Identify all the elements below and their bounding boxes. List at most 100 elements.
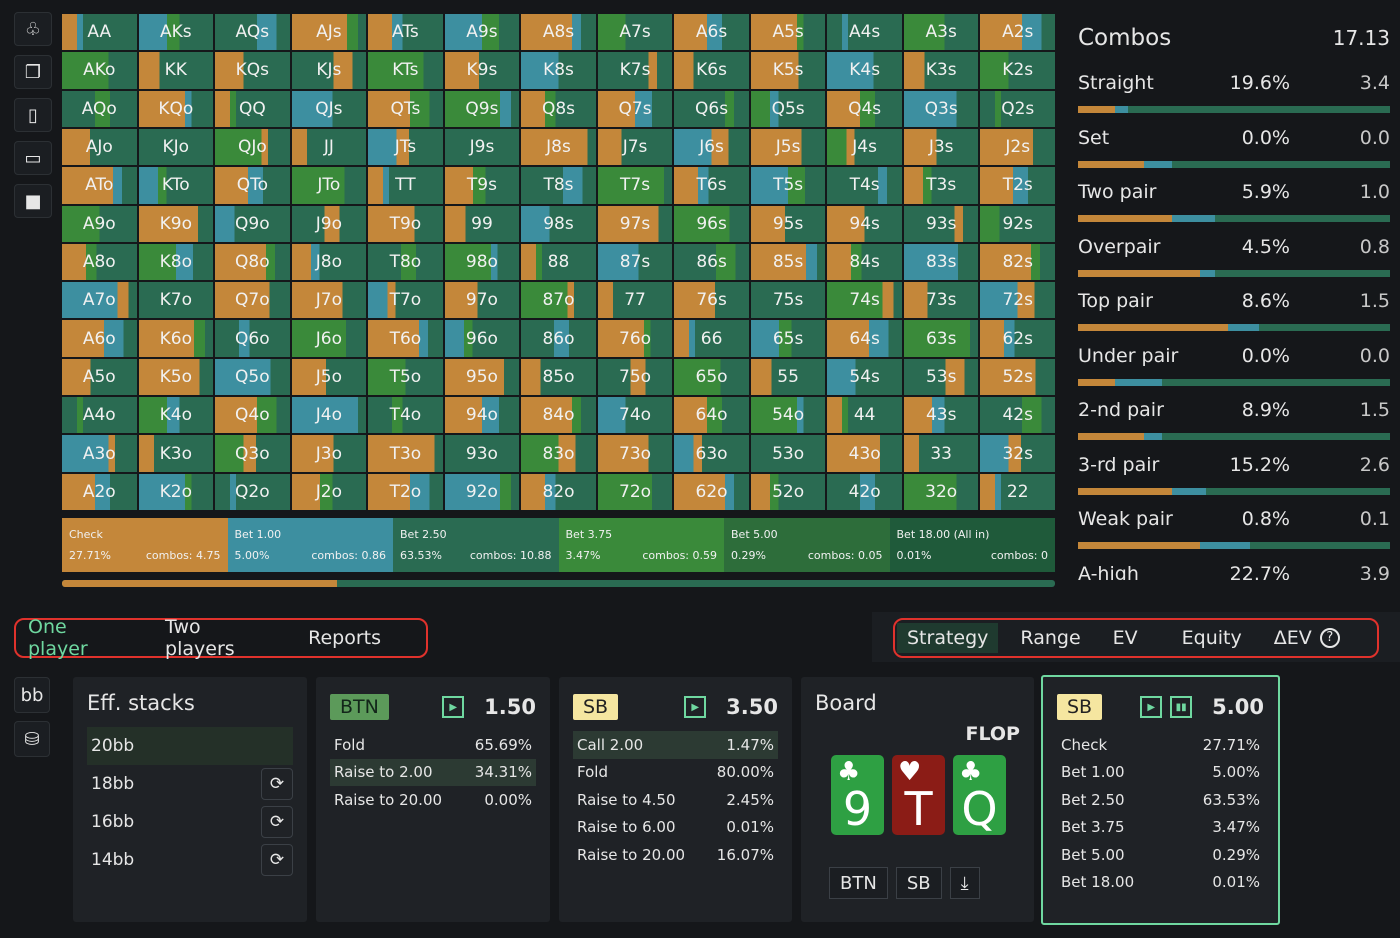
action-row[interactable]: Fold 65.69%: [334, 735, 532, 754]
hand-cell[interactable]: 83o: [521, 435, 596, 472]
hand-cell[interactable]: Q8o: [215, 243, 290, 281]
tab-one-player[interactable]: One player: [28, 616, 88, 660]
hand-cell[interactable]: 97s: [597, 205, 673, 242]
hand-cell[interactable]: ATo: [62, 167, 137, 204]
hand-cell[interactable]: AJo: [62, 128, 137, 166]
copy-icon[interactable]: ❐: [14, 55, 52, 89]
hand-cell[interactable]: T4s: [827, 167, 902, 204]
hand-cell[interactable]: Q3s: [903, 90, 979, 127]
tab-delta-ev[interactable]: ΔEV?: [1264, 623, 1350, 653]
hand-cell[interactable]: J2o: [291, 473, 367, 510]
hand-cell[interactable]: QTs: [368, 90, 443, 127]
hand-cell[interactable]: AQo: [62, 90, 137, 127]
hand-cell[interactable]: A9o: [62, 205, 137, 242]
hand-cell[interactable]: A6s: [674, 14, 749, 51]
hand-cell[interactable]: K7o: [138, 282, 214, 319]
hand-cell[interactable]: J5o: [291, 358, 367, 396]
hand-cell[interactable]: 76s: [674, 282, 749, 319]
square-icon[interactable]: ■: [14, 184, 52, 218]
hand-cell[interactable]: AA: [62, 14, 137, 51]
combo-row[interactable]: Overpair 4.5% 0.8: [1062, 226, 1400, 281]
hand-cell[interactable]: Q6o: [215, 320, 290, 357]
combo-row[interactable]: Set 0.0% 0.0: [1062, 117, 1400, 172]
stack-item[interactable]: 20bb: [87, 727, 293, 765]
hand-cell[interactable]: JTo: [291, 167, 367, 204]
hand-cell[interactable]: J3s: [903, 128, 979, 166]
chips-icon[interactable]: ⛁: [14, 721, 50, 757]
hand-cell[interactable]: Q5s: [750, 90, 826, 127]
hand-cell[interactable]: A3s: [903, 14, 979, 51]
hand-cell[interactable]: T3o: [368, 435, 443, 472]
hand-cell[interactable]: JTs: [368, 128, 443, 166]
hand-cell[interactable]: T9o: [368, 205, 443, 242]
hand-cell[interactable]: AKo: [62, 52, 137, 89]
hand-cell[interactable]: KJs: [291, 52, 367, 89]
hand-cell[interactable]: 92o: [444, 473, 520, 510]
hand-cell[interactable]: Q9s: [444, 90, 520, 127]
hand-cell[interactable]: 74o: [597, 397, 673, 434]
action-row[interactable]: Raise to 20.00 0.00%: [334, 790, 532, 809]
hand-cell[interactable]: A4s: [827, 14, 902, 51]
hand-cell[interactable]: 74s: [827, 282, 902, 319]
hand-cell[interactable]: Q7s: [597, 90, 673, 127]
hand-cell[interactable]: KTs: [368, 52, 443, 89]
hand-cell[interactable]: K5s: [750, 52, 826, 89]
hand-cell[interactable]: 93o: [444, 435, 520, 472]
tab-range[interactable]: Range: [1020, 627, 1081, 649]
hand-cell[interactable]: 92s: [980, 205, 1055, 242]
hand-cell[interactable]: 95o: [444, 358, 520, 396]
hand-cell[interactable]: 64o: [674, 397, 749, 434]
tab-strategy[interactable]: Strategy: [897, 623, 999, 653]
action-row[interactable]: Bet 3.75 3.47%: [1061, 818, 1260, 837]
hand-cell[interactable]: TT: [368, 167, 443, 204]
hand-cell[interactable]: QJs: [291, 90, 367, 127]
download-icon[interactable]: ⤓: [949, 867, 980, 899]
hand-cell[interactable]: K3o: [138, 435, 214, 472]
club-icon[interactable]: ♧: [14, 12, 52, 46]
stack-item[interactable]: 18bb ⟳: [87, 765, 293, 803]
hand-cell[interactable]: Q6s: [674, 90, 749, 127]
chart-icon[interactable]: ▮▮: [1170, 696, 1193, 718]
hand-cell[interactable]: 65s: [750, 320, 826, 357]
hand-cell[interactable]: 65o: [674, 358, 749, 396]
hand-cell[interactable]: 52s: [980, 358, 1055, 396]
hand-cell[interactable]: T8o: [368, 243, 443, 281]
hand-cell[interactable]: 98o: [444, 243, 520, 281]
hand-cell[interactable]: 54o: [750, 397, 826, 434]
hand-cell[interactable]: T5s: [750, 167, 826, 204]
hand-cell[interactable]: 98s: [521, 205, 596, 242]
hand-cell[interactable]: 63o: [674, 435, 749, 472]
action-row[interactable]: Check 27.71%: [1061, 735, 1260, 754]
hand-cell[interactable]: K4o: [138, 397, 214, 434]
stack-item[interactable]: 14bb ⟳: [87, 841, 293, 879]
hand-cell[interactable]: 42s: [980, 397, 1055, 434]
tab-two-players[interactable]: Two players: [165, 616, 235, 660]
hand-cell[interactable]: J7o: [291, 282, 367, 319]
hand-cell[interactable]: 66: [674, 320, 749, 357]
cards-icon[interactable]: ▯: [14, 98, 52, 132]
hand-cell[interactable]: 42o: [827, 473, 902, 510]
hand-cell[interactable]: A8o: [62, 243, 137, 281]
hand-cell[interactable]: Q3o: [215, 435, 290, 472]
play-icon[interactable]: ▶: [1140, 696, 1163, 718]
hand-cell[interactable]: 85o: [521, 358, 596, 396]
hand-cell[interactable]: KTo: [138, 167, 214, 204]
action-row[interactable]: Bet 18.00 0.01%: [1061, 873, 1260, 892]
hand-cell[interactable]: 94s: [827, 205, 902, 242]
hand-cell[interactable]: K8s: [521, 52, 596, 89]
hand-cell[interactable]: AKs: [138, 14, 214, 51]
hand-cell[interactable]: AJs: [291, 14, 367, 51]
hand-cell[interactable]: QTo: [215, 167, 290, 204]
hand-cell[interactable]: 86s: [674, 243, 749, 281]
hand-cell[interactable]: Q2o: [215, 473, 290, 510]
hand-cell[interactable]: 63s: [903, 320, 979, 357]
action-bet-3-75[interactable]: Bet 3.75 3.47% combos: 0.59: [558, 518, 724, 572]
hand-cell[interactable]: 82o: [521, 473, 596, 510]
hand-cell[interactable]: T4o: [368, 397, 443, 434]
hand-cell[interactable]: 96o: [444, 320, 520, 357]
play-icon[interactable]: ▶: [442, 696, 465, 718]
hand-cell[interactable]: 62o: [674, 473, 749, 510]
action-row[interactable]: Bet 5.00 0.29%: [1061, 845, 1260, 864]
hand-cell[interactable]: J5s: [750, 128, 826, 166]
hand-cell[interactable]: 86o: [521, 320, 596, 357]
